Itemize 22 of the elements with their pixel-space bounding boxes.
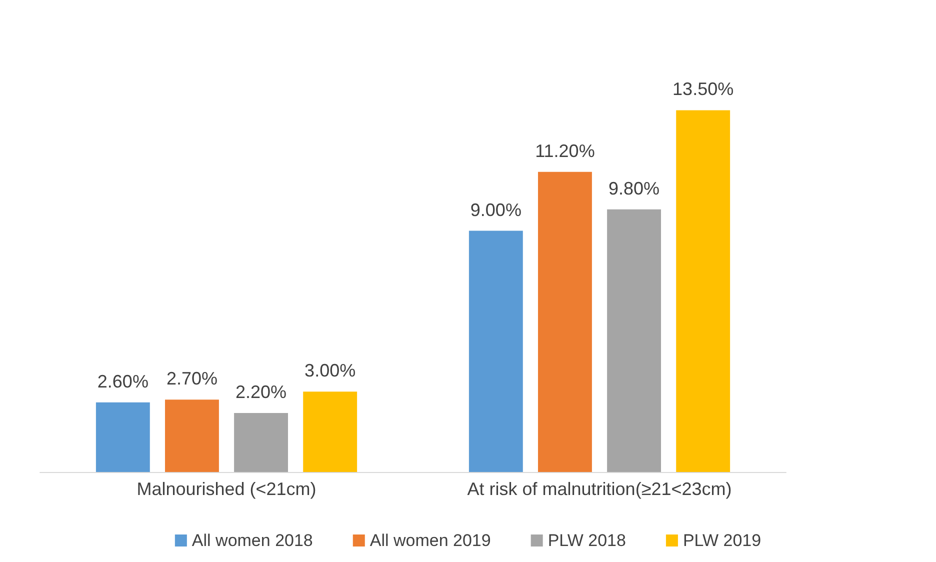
data-label: 2.20% <box>236 382 287 402</box>
data-label: 9.80% <box>608 178 660 198</box>
bar <box>676 110 730 472</box>
bar <box>234 413 288 472</box>
legend-label: PLW 2018 <box>548 531 626 550</box>
bar <box>303 392 358 472</box>
data-label: 2.70% <box>166 368 218 389</box>
data-label: 11.20% <box>535 140 595 161</box>
data-label: 13.50% <box>672 79 734 100</box>
legend-label: All women 2019 <box>370 531 491 550</box>
x-tick-label: Malnourished (<21cm) <box>136 479 316 499</box>
bar <box>165 400 219 472</box>
legend-label: All women 2018 <box>192 531 313 550</box>
bar <box>538 172 592 472</box>
legend-label: PLW 2019 <box>682 531 762 550</box>
x-tick-label: At risk of malnutrition(≥21<23cm) <box>467 479 732 499</box>
data-label: 2.60% <box>97 371 148 392</box>
bar <box>468 230 523 472</box>
data-label: 9.00% <box>470 200 522 220</box>
bar <box>607 209 661 472</box>
bar <box>96 402 150 472</box>
data-label: 3.00% <box>304 360 356 381</box>
